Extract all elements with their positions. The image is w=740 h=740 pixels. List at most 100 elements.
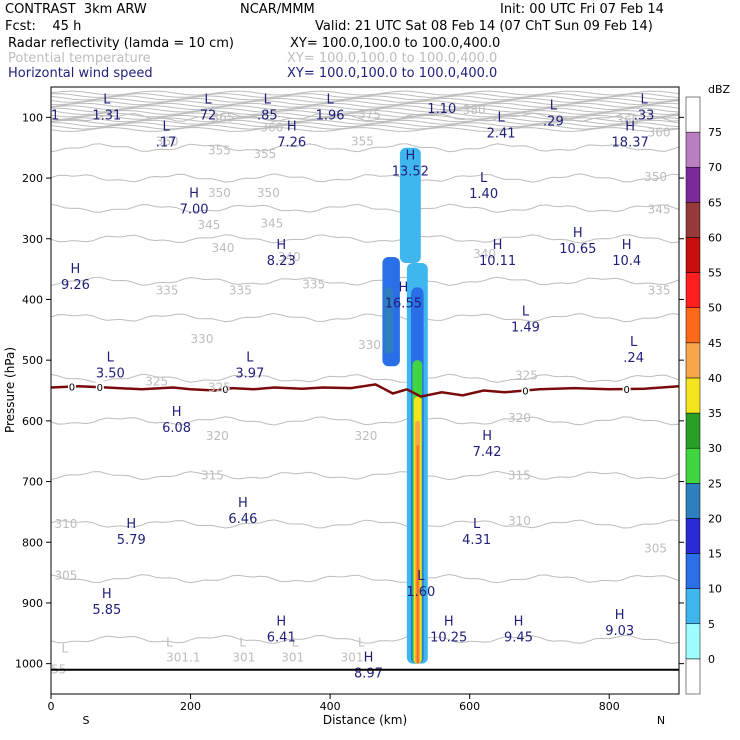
wind-extremum-marker: L (163, 120, 171, 135)
wind-speed-label: 3.50 (96, 366, 125, 381)
theta-contour-upper (51, 105, 679, 111)
wind-speed-label: 2.41 (487, 126, 516, 141)
theta-label: 301.1 (166, 651, 200, 665)
theta-contour-315 (51, 470, 679, 481)
init-time: Init: 00 UTC Fri 07 Feb 14 (500, 2, 664, 17)
wind-extremum-marker: H (276, 614, 286, 629)
wind-speed-label: 3.97 (235, 366, 264, 381)
colorbar-swatch (685, 658, 701, 695)
wind-speed-label: 6.08 (162, 421, 191, 436)
theta-contour-305 (51, 573, 679, 584)
theta-label: 355 (253, 147, 276, 161)
theta-label: 310 (508, 514, 531, 528)
x-tick-label: 0 (48, 700, 55, 713)
colorbar-tick-label: 25 (708, 477, 722, 490)
theta-contour-350 (51, 173, 679, 183)
colorbar-tick-label: 50 (708, 302, 722, 315)
wind-extremum-marker: L (204, 92, 212, 107)
y-tick-label: 700 (22, 476, 43, 489)
wind-extremum-marker: H (493, 238, 503, 253)
theta-label: 380 (463, 103, 486, 117)
theta-contour-345 (51, 203, 679, 213)
wind-extremum-marker: L (246, 350, 254, 365)
wind-extremum-marker: H (622, 238, 632, 253)
wind-speed-label: 10.25 (430, 630, 467, 645)
wind-extremum-marker: H (405, 149, 415, 164)
zero-contour-line (51, 383, 679, 398)
wind-speed-label: 5.79 (117, 533, 146, 548)
wind-speed-label: 7.42 (473, 445, 502, 460)
theta-contour-355 (51, 143, 679, 153)
x-tick-label: 200 (180, 700, 201, 713)
theta-label: 350 (208, 186, 231, 200)
wind-speed-label: .85 (257, 108, 278, 123)
valid-time: Valid: 21 UTC Sat 08 Feb 14 (07 ChT Sun … (315, 19, 653, 34)
zero-label-bg (521, 384, 530, 396)
theta-contour-group (51, 90, 679, 645)
wind-speed-label: .33 (634, 108, 655, 123)
wind-speed-label: 6.46 (228, 512, 257, 527)
theta-label: 320 (508, 411, 531, 425)
theta-label: 345 (648, 203, 671, 217)
wind-speed-label: 1.40 (469, 187, 498, 202)
y-tick-label: 300 (22, 233, 43, 246)
theta-label: 315 (508, 468, 531, 482)
wind-speed-label: 13.52 (392, 165, 429, 180)
wind-extremum-marker: L (630, 335, 638, 350)
wind-speed-label: 21 (43, 108, 60, 123)
wind-speed-label: 72 (200, 108, 217, 123)
colorbar-swatch (685, 483, 701, 519)
wind-speed-label: 8.23 (267, 254, 296, 269)
colorbar-swatch (685, 272, 701, 308)
wind-speed-label: 1.60 (406, 585, 435, 600)
colorbar-swatch (685, 412, 701, 449)
colorbar-tick-label: 35 (708, 407, 722, 420)
theta-label: 301 (232, 651, 255, 665)
theta-label: 350 (257, 186, 280, 200)
theta-label: 335 (156, 283, 179, 297)
zero-contour-label: 0 (623, 385, 629, 396)
theta-label: 335 (302, 277, 325, 291)
theta-contour-340 (51, 234, 679, 244)
wind-speed-label: .29 (543, 114, 564, 129)
theta-contour-upper (51, 109, 679, 116)
x-tick-label: 600 (459, 700, 480, 713)
theta-label: 375 (358, 107, 381, 121)
wind-extremum-marker: L (522, 305, 530, 320)
colorbar-tick-label: 60 (708, 231, 722, 244)
wind-extremum-marker: H (398, 280, 408, 295)
theta-label: 320 (355, 429, 378, 443)
wind-speed-label: 16.55 (385, 296, 422, 311)
wind-extremum-marker: L (640, 92, 648, 107)
center-name: NCAR/MMM (240, 2, 315, 17)
reflectivity-cell-45dbz (416, 445, 419, 664)
theta-label: L (358, 635, 365, 649)
wind-extremum-marker: H (238, 496, 248, 511)
wind-speed-label: 10.65 (559, 242, 596, 257)
wind-speed-label: 1.10 (427, 102, 456, 117)
y-tick-label: 200 (22, 172, 43, 185)
theta-contour-upper (51, 95, 679, 101)
colorbar: dBZ 0 5 10 15 20 25 30 35 40 45 50 55 60 65 70 75 (685, 83, 731, 695)
zero-label-bg (221, 383, 230, 395)
colorbar-tick-label: 65 (708, 196, 722, 209)
wind-extremum-marker: L (264, 92, 272, 107)
y-tick-label: 500 (22, 354, 43, 367)
x-tick-label: 400 (320, 700, 341, 713)
y-tick-label: 900 (22, 597, 43, 610)
wind-extremum-marker: H (276, 238, 286, 253)
wind-speed-label: 7.00 (180, 202, 209, 217)
wind-speed-label: 1.31 (92, 108, 121, 123)
y-tick-label: 100 (22, 111, 43, 124)
wind-extremum-marker: L (107, 350, 115, 365)
wind-extremum-marker: H (172, 405, 182, 420)
y-tick-label: 600 (22, 415, 43, 428)
theta-contour-320 (51, 416, 679, 426)
colorbar-swatch (685, 237, 701, 273)
reflectivity-cell-5dbz (399, 147, 421, 264)
x-end-left: S (83, 714, 90, 727)
theta-contour-335 (51, 276, 679, 286)
zero-label-bg (95, 381, 104, 393)
field-theta-label: Potential temperature (8, 51, 151, 66)
